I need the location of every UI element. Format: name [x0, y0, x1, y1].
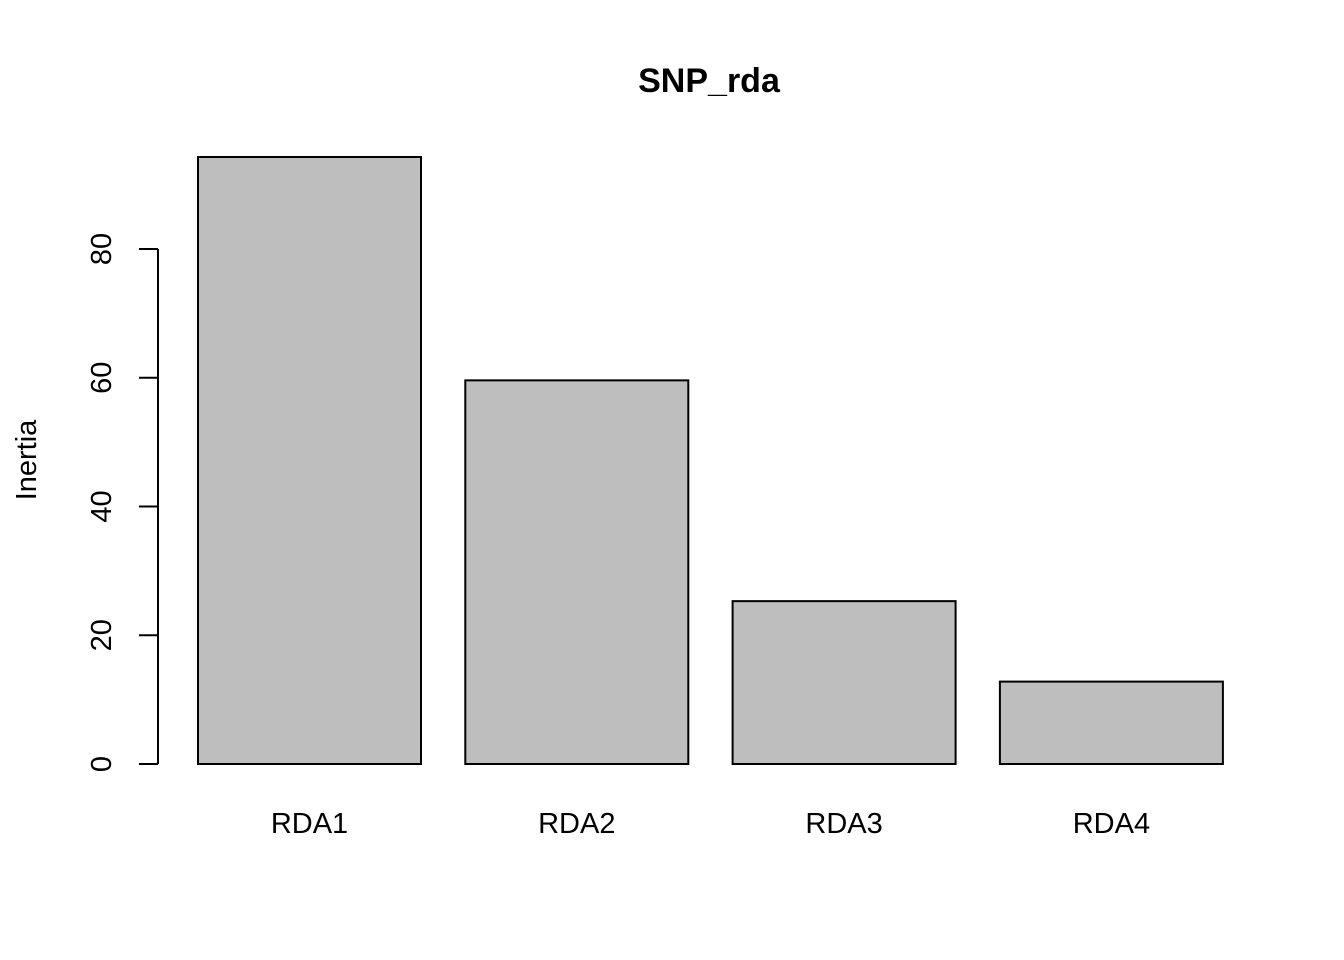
y-tick-label: 20: [86, 619, 118, 651]
y-tick-label: 80: [86, 233, 118, 265]
bar-rda3: [731, 600, 957, 766]
x-tick-label-rda2: RDA2: [538, 808, 615, 840]
y-tick-label: 60: [86, 362, 118, 394]
bar-rda2: [464, 379, 690, 765]
x-tick-label-rda3: RDA3: [805, 808, 882, 840]
bars-group: [197, 156, 1224, 766]
x-tick-label-rda4: RDA4: [1073, 808, 1150, 840]
y-tick-label: 0: [86, 756, 118, 772]
x-category-labels: RDA1 RDA2 RDA3 RDA4: [271, 808, 1150, 840]
chart-title: SNP_rda: [638, 62, 781, 100]
bar-rda4: [998, 680, 1224, 765]
bar-rda1: [197, 156, 422, 765]
y-axis-label: Inertia: [11, 419, 43, 500]
y-tick-label: 40: [86, 490, 118, 522]
x-tick-label-rda1: RDA1: [271, 808, 348, 840]
y-axis: 0 20 40 60 80: [86, 233, 159, 772]
